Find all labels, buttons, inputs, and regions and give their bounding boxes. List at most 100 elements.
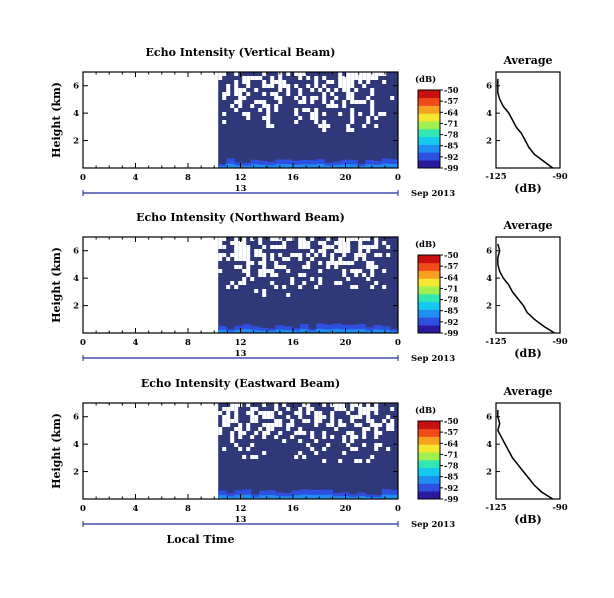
missing-cell bbox=[262, 415, 267, 419]
missing-cell bbox=[370, 261, 375, 265]
missing-cell bbox=[286, 257, 291, 261]
missing-cell bbox=[306, 265, 311, 269]
missing-cell bbox=[246, 265, 251, 269]
avg-x-tick-label: -90 bbox=[552, 337, 567, 347]
missing-cell bbox=[270, 253, 275, 257]
missing-cell bbox=[302, 403, 307, 407]
missing-cell bbox=[370, 88, 375, 92]
missing-cell bbox=[330, 100, 335, 104]
missing-cell bbox=[270, 281, 275, 285]
missing-cell bbox=[226, 88, 231, 92]
colorbar-segment bbox=[418, 294, 440, 303]
missing-cell bbox=[314, 419, 319, 423]
echo-layer-cell bbox=[291, 160, 301, 168]
x-tick-label: 20 bbox=[340, 338, 352, 348]
missing-cell bbox=[238, 253, 243, 257]
missing-cell bbox=[342, 273, 347, 277]
missing-cell bbox=[218, 76, 223, 80]
missing-cell bbox=[234, 285, 239, 289]
missing-cell bbox=[306, 76, 311, 80]
missing-cell bbox=[262, 293, 267, 297]
missing-cell bbox=[298, 257, 303, 261]
missing-cell bbox=[342, 403, 347, 407]
missing-cell bbox=[234, 92, 239, 96]
missing-cell bbox=[274, 80, 279, 84]
missing-cell bbox=[282, 241, 287, 245]
missing-cell bbox=[270, 427, 275, 431]
missing-cell bbox=[354, 100, 359, 104]
echo-layer-cell bbox=[259, 160, 268, 168]
x-tick-label: 0 bbox=[395, 338, 401, 348]
missing-cell bbox=[358, 411, 363, 415]
missing-cell bbox=[298, 415, 303, 419]
missing-cell bbox=[338, 76, 343, 80]
missing-cell bbox=[362, 407, 367, 411]
missing-cell bbox=[390, 423, 395, 427]
missing-cell bbox=[350, 92, 355, 96]
missing-cell bbox=[298, 88, 303, 92]
echo-layer-cell bbox=[324, 494, 334, 499]
missing-cell bbox=[354, 459, 359, 463]
echo-layer-cell bbox=[283, 496, 293, 499]
missing-cell bbox=[374, 435, 379, 439]
missing-cell bbox=[286, 92, 291, 96]
missing-cell bbox=[342, 245, 347, 249]
missing-cell bbox=[314, 423, 319, 427]
missing-cell bbox=[386, 423, 391, 427]
missing-cell bbox=[346, 96, 351, 100]
missing-cell bbox=[286, 423, 291, 427]
missing-cell bbox=[310, 116, 315, 120]
missing-cell bbox=[310, 96, 315, 100]
missing-cell bbox=[222, 72, 227, 76]
echo-layer-cell bbox=[308, 164, 317, 168]
x-tick-label: 8 bbox=[185, 504, 191, 514]
echo-layer-cell bbox=[357, 492, 366, 499]
missing-cell bbox=[274, 261, 279, 265]
missing-cell bbox=[270, 245, 275, 249]
echo-layer-cell bbox=[259, 327, 268, 333]
missing-cell bbox=[234, 257, 239, 261]
missing-cell bbox=[334, 407, 339, 411]
missing-cell bbox=[318, 281, 323, 285]
missing-cell bbox=[370, 112, 375, 116]
missing-cell bbox=[238, 431, 243, 435]
missing-cell bbox=[234, 253, 239, 257]
missing-cell bbox=[322, 112, 327, 116]
missing-cell bbox=[382, 419, 387, 423]
missing-cell bbox=[294, 120, 299, 124]
missing-cell bbox=[350, 431, 355, 435]
x-tick-label: 16 bbox=[287, 504, 299, 514]
missing-cell bbox=[374, 443, 379, 447]
missing-cell bbox=[294, 96, 299, 100]
missing-cell bbox=[242, 277, 247, 281]
missing-cell bbox=[270, 92, 275, 96]
missing-cell bbox=[238, 245, 243, 249]
missing-cell bbox=[234, 241, 239, 245]
x-tick-label: 4 bbox=[133, 338, 139, 348]
missing-cell bbox=[286, 415, 291, 419]
colorbar-frame bbox=[417, 89, 441, 169]
missing-cell bbox=[222, 92, 227, 96]
avg-x-tick-label: -125 bbox=[485, 172, 506, 182]
missing-cell bbox=[370, 419, 375, 423]
y-axis-label: Height (km) bbox=[50, 82, 63, 158]
missing-cell bbox=[282, 439, 287, 443]
missing-cell bbox=[314, 96, 319, 100]
average-title: Average bbox=[502, 219, 552, 232]
missing-cell bbox=[342, 423, 347, 427]
missing-cell bbox=[302, 245, 307, 249]
missing-cell bbox=[278, 80, 283, 84]
missing-cell bbox=[350, 269, 355, 273]
missing-cell bbox=[246, 112, 251, 116]
missing-cell bbox=[374, 407, 379, 411]
missing-cell bbox=[242, 431, 247, 435]
missing-cell bbox=[246, 249, 251, 253]
echo-layer-cell bbox=[381, 326, 391, 333]
missing-cell bbox=[362, 273, 367, 277]
colorbar-segment bbox=[418, 325, 440, 334]
missing-cell bbox=[242, 80, 247, 84]
echo-layer-cell bbox=[267, 494, 276, 499]
echo-layer-cell bbox=[234, 162, 244, 168]
echo-layer-cell bbox=[259, 164, 268, 168]
missing-cell bbox=[226, 419, 231, 423]
